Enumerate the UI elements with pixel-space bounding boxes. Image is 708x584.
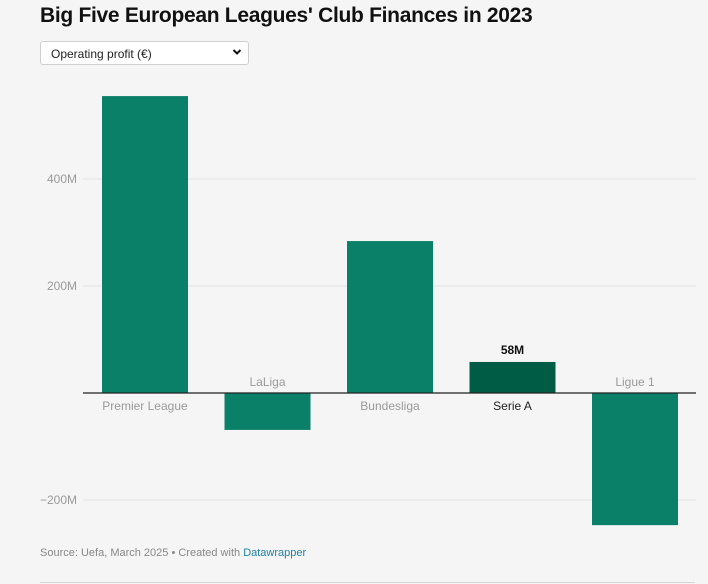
- bar-chart: −200M 200M 400M Premier League LaLiga Bundes…: [40, 96, 696, 526]
- source-note: Source: Uefa, March 2025 • Created with …: [40, 547, 306, 559]
- bar-bundesliga[interactable]: [347, 241, 433, 393]
- category-label: Premier League: [102, 399, 188, 413]
- category-label: Serie A: [493, 399, 532, 413]
- value-label: 58M: [501, 343, 524, 357]
- bar-laliga[interactable]: [224, 393, 311, 430]
- category-labels: Premier League LaLiga Bundesliga Serie A 58M…: [102, 343, 655, 413]
- y-tick-label: −200M: [40, 493, 77, 507]
- footer-divider: [40, 582, 695, 583]
- bars: [102, 96, 678, 526]
- category-label: LaLiga: [249, 375, 285, 389]
- category-label: Ligue 1: [615, 375, 655, 389]
- datawrapper-link[interactable]: Datawrapper: [243, 547, 307, 559]
- bar-serie-a[interactable]: [469, 361, 556, 393]
- y-tick-label: 200M: [47, 279, 77, 293]
- page-title: Big Five European Leagues' Club Finances…: [40, 4, 533, 27]
- gridlines: −200M 200M 400M: [40, 172, 696, 507]
- source-text: Source: Uefa, March 2025 • Created with: [40, 547, 244, 559]
- y-tick-label: 400M: [47, 172, 77, 186]
- bar-ligue-1[interactable]: [592, 393, 678, 526]
- chevron-down-icon: [232, 49, 242, 55]
- category-label: Bundesliga: [360, 399, 420, 413]
- bar-premier-league[interactable]: [102, 96, 188, 393]
- metric-select[interactable]: Operating profit (€): [40, 41, 249, 65]
- metric-select-value: Operating profit (€): [51, 47, 152, 61]
